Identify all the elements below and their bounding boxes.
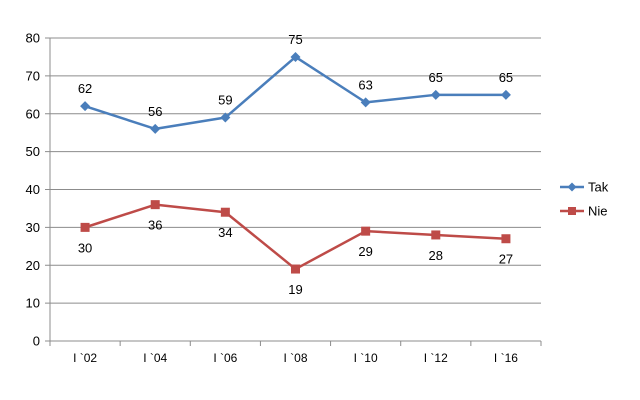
y-tick-label: 30 xyxy=(26,220,40,235)
data-point xyxy=(220,207,230,217)
data-point xyxy=(220,112,231,123)
y-tick-label: 40 xyxy=(26,182,40,197)
data-label: 59 xyxy=(218,93,232,108)
data-label: 27 xyxy=(499,252,513,267)
data-label: 36 xyxy=(148,218,162,233)
data-point xyxy=(430,89,441,100)
data-label: 28 xyxy=(429,248,443,263)
x-tick-label: I `10 xyxy=(354,351,378,365)
data-label: 62 xyxy=(78,81,92,96)
series-nie: 30 36 34 19 29 28 27 xyxy=(78,200,513,297)
series-layer: 62 56 59 75 63 65 65 30 36 34 19 29 28 27 xyxy=(78,32,513,297)
y-axis: 0 10 20 30 40 50 60 70 80 xyxy=(26,31,51,349)
legend-item-nie: Nie xyxy=(560,204,608,219)
data-point xyxy=(80,222,90,232)
legend-marker xyxy=(567,182,577,192)
data-label: 34 xyxy=(218,225,232,240)
y-tick-label: 20 xyxy=(26,258,40,273)
data-point xyxy=(431,230,441,240)
data-label: 65 xyxy=(499,70,513,85)
data-label: 65 xyxy=(429,70,443,85)
legend-marker xyxy=(568,207,576,215)
data-point xyxy=(361,226,371,236)
y-tick-label: 80 xyxy=(26,31,40,46)
series-tak: 62 56 59 75 63 65 65 xyxy=(78,32,513,134)
y-tick-label: 70 xyxy=(26,68,40,83)
data-point xyxy=(500,89,511,100)
y-tick-label: 50 xyxy=(26,144,40,159)
data-label: 63 xyxy=(358,77,372,92)
x-tick-label: I `02 xyxy=(73,351,97,365)
legend-label: Tak xyxy=(588,180,609,195)
data-point xyxy=(291,264,300,274)
x-tick-label: I `08 xyxy=(283,351,307,365)
y-tick-label: 60 xyxy=(26,106,40,121)
y-tick-label: 0 xyxy=(33,334,40,349)
data-label: 75 xyxy=(288,32,302,47)
data-point xyxy=(150,200,160,210)
x-tick-label: I `12 xyxy=(424,351,448,365)
data-label: 30 xyxy=(78,240,92,255)
data-point xyxy=(80,101,91,112)
x-tick-label: I `16 xyxy=(494,351,518,365)
data-point xyxy=(360,97,371,108)
x-axis: I `02 I `04 I `06 I `08 I `10 I `12 I `16 xyxy=(49,340,542,365)
data-label: 19 xyxy=(288,282,302,297)
data-point xyxy=(290,51,301,62)
data-point xyxy=(501,234,511,244)
legend-item-tak: Tak xyxy=(560,180,609,195)
data-label: 56 xyxy=(148,104,162,119)
data-label: 29 xyxy=(358,244,372,259)
legend: Tak Nie xyxy=(560,180,609,219)
legend-label: Nie xyxy=(588,204,608,219)
y-tick-label: 10 xyxy=(26,296,40,311)
x-tick-label: I `06 xyxy=(213,351,237,365)
x-tick-label: I `04 xyxy=(143,351,167,365)
data-point xyxy=(150,123,161,134)
gridlines xyxy=(50,37,541,304)
